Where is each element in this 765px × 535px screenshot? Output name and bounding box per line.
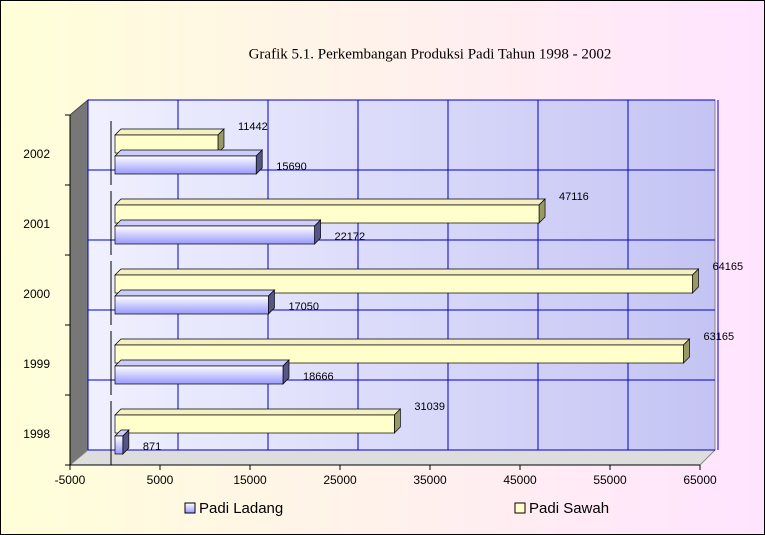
side-wall [69,98,89,467]
bar-top [114,219,322,227]
x-tick-label: 5000 [147,473,174,487]
x-tick-label: 55000 [593,473,627,487]
data-label: 871 [143,441,161,453]
x-tick-label: 35000 [413,473,447,487]
y-tick-label: 2002 [23,147,50,161]
data-label: 15690 [276,161,307,173]
bar [114,365,284,385]
chart-title: Grafik 5.1. Perkembangan Produksi Padi T… [249,46,612,62]
legend-label: Padi Sawah [529,500,609,517]
x-tick-label: -5000 [55,473,86,487]
bar-top [114,289,276,297]
bar-top [114,149,264,157]
y-tick-label: 1999 [23,357,50,371]
bar [114,225,315,245]
y-tick-label: 2001 [23,217,50,231]
bar-top [114,128,225,136]
y-tick-label: 2000 [23,287,50,301]
bar-top [114,408,402,416]
bar-top [114,359,290,367]
x-tick-label: 65000 [683,473,717,487]
x-tick-label: 25000 [323,473,357,487]
data-label: 11442 [238,121,268,133]
data-label: 64165 [712,261,743,273]
data-label: 63165 [703,331,734,343]
bar [114,274,693,294]
data-label: 17050 [288,301,319,313]
floor [68,449,717,466]
bar [114,435,124,455]
bar [114,155,257,175]
bar [114,414,395,434]
data-label: 18666 [303,371,334,383]
data-label: 47116 [559,191,589,203]
legend-swatch [184,502,196,514]
data-label: 31039 [414,401,445,413]
bar-top [114,338,691,346]
x-tick-label: 45000 [503,473,537,487]
bar [114,344,684,364]
bar-top [114,198,546,206]
x-tick-label: 15000 [233,473,267,487]
bar [114,295,269,315]
legend-swatch [514,502,526,514]
y-tick-label: 1998 [23,427,50,441]
bar [114,204,540,224]
legend-label: Padi Ladang [199,500,283,517]
bar-top [114,268,700,276]
data-label: 22172 [335,231,366,243]
